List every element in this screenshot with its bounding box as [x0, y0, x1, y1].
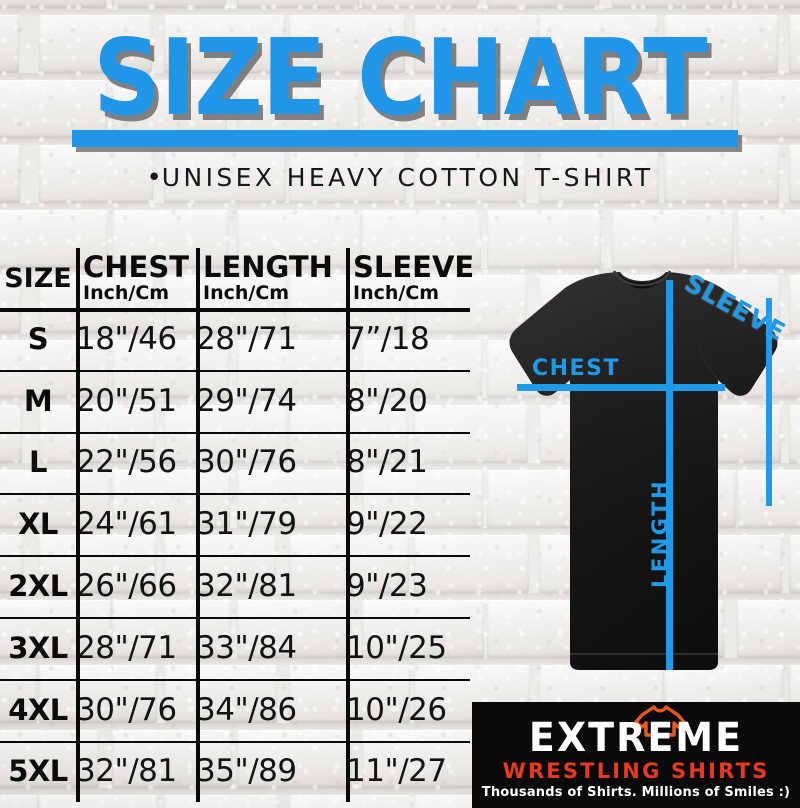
logo-subtitle-text: WRESTLING SHIRTS: [502, 759, 770, 783]
tshirt-right-sleeve-seam: [697, 341, 719, 381]
cell-chest: 24"/61: [76, 506, 177, 543]
cell-length: 34"/86: [196, 691, 297, 728]
table-row-divider: [0, 617, 470, 619]
table-row: XL 24"/61 31"/79 9"/22: [0, 493, 470, 555]
logo-tagline-text: Thousands of Shirts. Millions of Smiles …: [481, 785, 791, 800]
column-header-sleeve-title: SLEEVE: [353, 250, 475, 284]
page-title: SIZE CHART: [93, 17, 708, 140]
cell-length: 35"/89: [196, 753, 297, 790]
cell-length: 29"/74: [196, 382, 297, 419]
cell-chest: 20"/51: [76, 382, 177, 419]
tshirt-shape-svg: [509, 270, 778, 670]
tshirt-left-sleeve-seam: [569, 341, 591, 381]
chest-measure-line: [517, 384, 725, 391]
page-subtitle: •UNISEX HEAVY COTTON T-SHIRT: [0, 163, 800, 193]
column-header-sleeve: SLEEVE Inch/Cm: [346, 248, 475, 308]
table-row: M 20"/51 29"/74 8"/20: [0, 370, 470, 432]
cell-chest: 28"/71: [76, 629, 177, 666]
table-header-rule: [0, 308, 470, 312]
table-body: S 18"/46 28"/71 7”/18 M 20"/51 29"/74 8"/20 L 22"…: [0, 308, 470, 802]
cell-sleeve: 8"/21: [346, 444, 428, 481]
table-column-divider: [196, 248, 200, 803]
table-column-divider: [76, 248, 80, 803]
cell-size: 3XL: [8, 630, 68, 665]
cell-sleeve: 10"/25: [346, 629, 447, 666]
page-subtitle-text: UNISEX HEAVY COTTON T-SHIRT: [161, 163, 654, 192]
cell-sleeve: 9"/22: [346, 506, 428, 543]
page-title-wrap: SIZE CHART: [0, 26, 800, 131]
bullet-icon: •: [146, 163, 162, 193]
cell-size: 5XL: [8, 754, 68, 789]
table-row-divider: [0, 740, 470, 743]
cell-sleeve: 9"/23: [346, 568, 428, 605]
column-header-chest-title: CHEST: [83, 250, 190, 284]
table-row: 3XL 28"/71 33"/84 10"/25: [0, 617, 470, 679]
column-header-chest: CHEST Inch/Cm: [76, 248, 196, 308]
cell-length: 33"/84: [196, 629, 297, 666]
column-header-chest-units: Inch/Cm: [83, 282, 170, 304]
cell-chest: 26"/66: [76, 568, 177, 605]
size-table-wrap: SIZE CHEST Inch/Cm LENGTH Inch/Cm SLEEVE…: [0, 248, 475, 803]
brand-logo-box: EXTREME WRESTLING SHIRTS Thousands of Sh…: [472, 702, 800, 808]
table-header-row: SIZE CHEST Inch/Cm LENGTH Inch/Cm SLEEVE…: [0, 248, 475, 308]
column-header-size: SIZE: [4, 262, 72, 294]
cell-chest: 18"/46: [76, 320, 177, 357]
tshirt-illustration: [470, 258, 800, 678]
column-header-length-title: LENGTH: [203, 250, 333, 284]
cell-size: 2XL: [8, 569, 68, 604]
table-row: L 22"/56 30"/76 8"/21: [0, 432, 470, 494]
table-row-divider: [0, 369, 470, 372]
table-row: S 18"/46 28"/71 7”/18: [0, 308, 470, 370]
tshirt-shading: [509, 272, 778, 670]
column-header-length: LENGTH Inch/Cm: [196, 248, 346, 308]
cell-sleeve: 10"/26: [346, 691, 447, 728]
cell-size: L: [29, 445, 47, 480]
cell-chest: 22"/56: [76, 444, 177, 481]
cell-size: M: [23, 383, 53, 418]
table-row-divider: [0, 678, 470, 681]
cell-sleeve: 11"/27: [346, 753, 447, 790]
cell-chest: 30"/76: [76, 691, 177, 728]
cell-length: 31"/79: [196, 506, 297, 543]
cell-size: 4XL: [8, 692, 68, 727]
cell-size: S: [27, 321, 49, 356]
table-row-divider: [0, 555, 470, 558]
length-label: LENGTH: [648, 478, 672, 588]
logo-brand-text: EXTREME: [528, 713, 744, 761]
table-row: 4XL 30"/76 34"/86 10"/26: [0, 679, 470, 741]
tshirt-diagram: CHEST LENGTH SLEEVE: [470, 258, 800, 678]
table-column-divider: [346, 248, 350, 803]
column-header-sleeve-units: Inch/Cm: [353, 282, 440, 304]
tshirt-collar-rib: [612, 270, 672, 287]
table-row: 5XL 32"/81 35"/89 11"/27: [0, 741, 470, 803]
cell-size: XL: [18, 507, 58, 542]
title-underline-bar: [72, 130, 738, 147]
logo-tshirt-icon: [634, 705, 686, 737]
cell-sleeve: 8"/20: [346, 382, 428, 419]
cell-length: 28"/71: [196, 320, 297, 357]
sleeve-measure-line: [766, 298, 772, 506]
column-header-length-units: Inch/Cm: [203, 282, 290, 304]
table-row: 2XL 26"/66 32"/81 9"/23: [0, 555, 470, 617]
size-table: SIZE CHEST Inch/Cm LENGTH Inch/Cm SLEEVE…: [0, 248, 475, 802]
table-row-divider: [0, 493, 470, 496]
cell-length: 32"/81: [196, 568, 297, 605]
table-row-divider: [0, 431, 470, 434]
cell-sleeve: 7”/18: [346, 320, 430, 357]
length-measure-line: [666, 280, 673, 670]
cell-chest: 32"/81: [76, 753, 177, 790]
cell-length: 30"/76: [196, 444, 297, 481]
chest-label: CHEST: [532, 356, 620, 381]
